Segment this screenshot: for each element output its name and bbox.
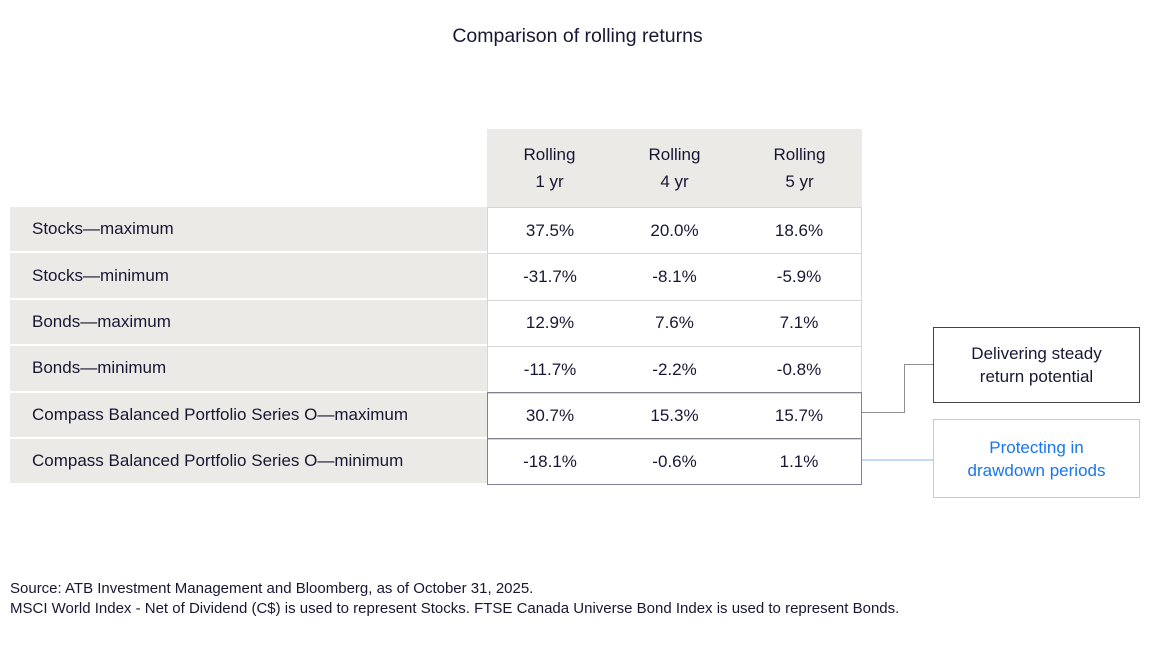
table-cell: 20.0% — [612, 207, 737, 254]
row-label-bonds-maximum: Bonds—maximum — [10, 299, 487, 347]
column-header-line2: 5 yr — [785, 172, 814, 191]
source-line2: MSCI World Index - Net of Dividend (C$) … — [10, 599, 900, 617]
callout-steady-line1: Delivering steady — [971, 344, 1102, 363]
callout-steady-line2: return potential — [979, 367, 1094, 386]
table-cell: 18.6% — [737, 207, 862, 254]
callout-drawdown-line2: drawdown periods — [967, 460, 1106, 480]
row-label-compass-minimum: Compass Balanced Portfolio Series O—mini… — [10, 438, 487, 486]
table-cell: 12.9% — [487, 299, 612, 347]
rolling-returns-table: Rolling 1 yr Rolling 4 yr Rolling 5 yr S… — [10, 129, 862, 486]
table-cell: -5.9% — [737, 253, 862, 300]
callout-drawdown-protection: Protecting in drawdown periods — [933, 419, 1140, 498]
callout-steady-returns: Delivering steady return potential — [933, 327, 1140, 403]
table-cell: 30.7% — [487, 392, 612, 439]
column-header-rolling-1yr: Rolling 1 yr — [487, 141, 612, 195]
table-cell: -0.6% — [612, 438, 737, 486]
table-cell: 7.6% — [612, 299, 737, 347]
column-header-line2: 4 yr — [660, 172, 689, 191]
connector-steady-line-segment — [903, 363, 934, 365]
table-header-band: Rolling 1 yr Rolling 4 yr Rolling 5 yr — [487, 129, 862, 207]
column-header-line1: Rolling — [773, 145, 826, 164]
row-label-compass-maximum: Compass Balanced Portfolio Series O—maxi… — [10, 392, 487, 439]
column-header-line1: Rolling — [523, 145, 576, 164]
source-footnote: Source: ATB Investment Management and Bl… — [10, 579, 899, 618]
table-cell: -2.2% — [612, 346, 737, 393]
connector-drawdown-line-segment — [862, 459, 933, 461]
column-header-rolling-5yr: Rolling 5 yr — [737, 141, 862, 195]
table-cell: -31.7% — [487, 253, 612, 300]
table-cell: -11.7% — [487, 346, 612, 393]
column-header-line2: 1 yr — [535, 172, 564, 191]
chart-title: Comparison of rolling returns — [452, 25, 703, 47]
table-cell: -18.1% — [487, 438, 612, 486]
table-cell: -0.8% — [737, 346, 862, 393]
table-cell: 15.7% — [737, 392, 862, 439]
column-header-rolling-4yr: Rolling 4 yr — [612, 141, 737, 195]
row-label-bonds-minimum: Bonds—minimum — [10, 346, 487, 393]
row-label-stocks-maximum: Stocks—maximum — [10, 207, 487, 254]
table-cell: -8.1% — [612, 253, 737, 300]
table-cell: 37.5% — [487, 207, 612, 254]
table-cell: 7.1% — [737, 299, 862, 347]
table-cell: 15.3% — [612, 392, 737, 439]
connector-steady-line-segment — [862, 411, 905, 413]
source-line1: Source: ATB Investment Management and Bl… — [10, 580, 534, 597]
table-cell: 1.1% — [737, 438, 862, 486]
row-label-stocks-minimum: Stocks—minimum — [10, 253, 487, 300]
column-header-line1: Rolling — [648, 145, 701, 164]
callout-drawdown-line1: Protecting in — [989, 437, 1084, 457]
connector-steady-line-segment — [903, 363, 905, 413]
